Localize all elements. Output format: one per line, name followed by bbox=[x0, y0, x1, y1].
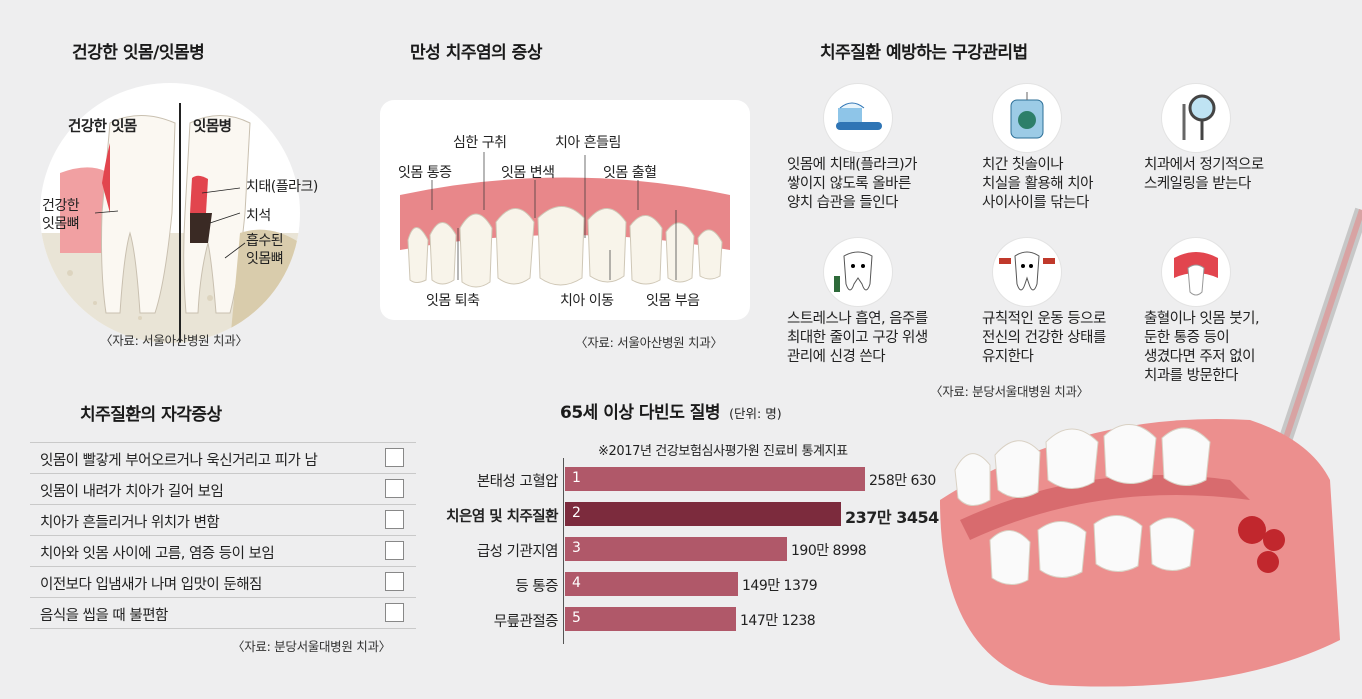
tip-floss-text: 치간 칫솔이나 치실을 활용해 치아 사이사이를 닦는다 bbox=[982, 157, 1093, 211]
calculus-label: 치석 bbox=[246, 208, 271, 224]
bar-category-label: 치은염 및 치주질환 bbox=[446, 509, 558, 525]
bar-category-label: 급성 기관지염 bbox=[476, 544, 559, 560]
symptom-checkbox[interactable] bbox=[385, 572, 404, 591]
gum-recession-label: 잇몸 퇴축 bbox=[426, 293, 480, 309]
absorbed-bone-label: 흡수된 잇몸뼈 bbox=[246, 233, 284, 267]
gum-discoloration-label: 잇몸 변색 bbox=[501, 165, 555, 181]
symptom-checkbox[interactable] bbox=[385, 479, 404, 498]
prevention-title: 치주질환 예방하는 구강관리법 bbox=[820, 43, 1028, 63]
symptom-text: 음식을 씹을 때 불편함 bbox=[40, 608, 168, 624]
source-note-4: 〈자료: 분당서울대병원 치과〉 bbox=[232, 639, 391, 654]
symptom-text: 치아가 흔들리거나 위치가 변함 bbox=[40, 515, 220, 531]
symptom-checkbox[interactable] bbox=[385, 448, 404, 467]
gum-diagram bbox=[40, 83, 300, 343]
symptom-text: 치아와 잇몸 사이에 고름, 염증 등이 보임 bbox=[40, 546, 275, 562]
toothbrush-icon bbox=[824, 84, 892, 152]
symptom-text: 이전보다 입냄새가 나며 입맛이 둔해짐 bbox=[40, 577, 262, 593]
list-item: 치아가 흔들리거나 위치가 변함 bbox=[30, 505, 416, 536]
source-note-3: 〈자료: 분당서울대병원 치과〉 bbox=[930, 384, 1089, 399]
tip-brushing-text: 잇몸에 치태(플라크)가 쌓이지 않도록 올바른 양치 습관을 들인다 bbox=[787, 157, 917, 211]
dental-floss-icon bbox=[993, 84, 1061, 152]
tip-scaling-text: 치과에서 정기적으로 스케일링을 받는다 bbox=[1144, 157, 1264, 192]
chart-header: 65세 이상 다빈도 질병 (단위: 명) bbox=[560, 398, 782, 423]
gum-pain-label: 잇몸 통증 bbox=[398, 165, 452, 181]
bar-value-label: 149만 1379 bbox=[742, 578, 818, 594]
healthy-gum-label: 건강한 잇몸 bbox=[68, 119, 137, 135]
chart-title: 65세 이상 다빈도 질병 bbox=[560, 403, 721, 423]
bar-value-label: 237만 3454 bbox=[845, 508, 939, 527]
self-check-title: 치주질환의 자각증상 bbox=[80, 405, 222, 425]
bar-category-label: 본태성 고혈압 bbox=[476, 474, 559, 490]
self-check-list-top bbox=[30, 442, 416, 443]
chart-unit: (단위: 명) bbox=[729, 406, 782, 421]
bar: 3 bbox=[565, 537, 787, 561]
symptom-checkbox[interactable] bbox=[385, 510, 404, 529]
bar-value-label: 190만 8998 bbox=[791, 543, 867, 559]
list-item: 치아와 잇몸 사이에 고름, 염증 등이 보임 bbox=[30, 536, 416, 567]
tip-lifestyle-text: 스트레스나 흡연, 음주를 최대한 줄이고 구강 위생 관리에 신경 쓴다 bbox=[787, 311, 928, 365]
source-note-2: 〈자료: 서울아산병원 치과〉 bbox=[575, 335, 723, 350]
symptom-text: 잇몸이 빨갛게 부어오르거나 욱신거리고 피가 남 bbox=[40, 453, 318, 469]
loose-teeth-label: 치아 흔들림 bbox=[555, 135, 621, 151]
bar-value-label: 147만 1238 bbox=[740, 613, 816, 629]
tip-visit-dentist-text: 출혈이나 잇몸 붓기, 둔한 통증 등이 생겼다면 주저 없이 치과를 방문한다 bbox=[1144, 311, 1260, 384]
teeth-illustration-panel bbox=[380, 100, 750, 320]
plaque-label: 치태(플라크) bbox=[246, 179, 318, 195]
bleeding-gum-icon bbox=[1162, 238, 1230, 306]
bar-rank-label: 1 bbox=[572, 470, 581, 486]
mouth-illustration bbox=[930, 180, 1362, 695]
healthy-vs-disease-title: 건강한 잇몸/잇몸병 bbox=[72, 43, 205, 63]
gum-injection-illustration bbox=[940, 207, 1362, 687]
symptom-checkbox[interactable] bbox=[385, 603, 404, 622]
symptom-checkbox[interactable] bbox=[385, 541, 404, 560]
list-item: 이전보다 입냄새가 나며 입맛이 둔해짐 bbox=[30, 567, 416, 598]
bar-value-label: 258만 630 bbox=[869, 473, 936, 489]
upper-teeth-illustration bbox=[400, 152, 730, 288]
exercise-tooth-icon bbox=[993, 238, 1061, 306]
periodontitis-symptoms-title: 만성 치주염의 증상 bbox=[410, 43, 542, 63]
bar-rank-label: 5 bbox=[572, 610, 581, 626]
list-item: 잇몸이 빨갛게 부어오르거나 욱신거리고 피가 남 bbox=[30, 443, 416, 474]
chart-note: ※2017년 건강보험심사평가원 진료비 통계지표 bbox=[598, 444, 848, 459]
bar: 4 bbox=[565, 572, 738, 596]
bar-rank-label: 4 bbox=[572, 575, 581, 591]
gum-diagram-illustration bbox=[40, 103, 300, 343]
bar-rank-label: 2 bbox=[572, 505, 581, 521]
healthy-bone-label: 건강한 잇몸뼈 bbox=[42, 198, 80, 232]
symptom-text: 잇몸이 내려가 치아가 길어 보임 bbox=[40, 484, 224, 500]
bar-category-label: 무릎관절증 bbox=[493, 614, 559, 630]
tip-exercise-text: 규칙적인 운동 등으로 전신의 건강한 상태를 유지한다 bbox=[982, 311, 1106, 365]
bar: 5 bbox=[565, 607, 736, 631]
chart-axis bbox=[563, 458, 564, 644]
bad-breath-label: 심한 구취 bbox=[453, 135, 507, 151]
sad-tooth-icon bbox=[824, 238, 892, 306]
tooth-movement-label: 치아 이동 bbox=[560, 293, 614, 309]
bar-category-label: 등 통증 bbox=[515, 579, 558, 595]
dental-mirror-icon bbox=[1162, 84, 1230, 152]
gum-swelling-label: 잇몸 부음 bbox=[646, 293, 700, 309]
bar: 2 bbox=[565, 502, 841, 526]
list-item: 잇몸이 내려가 치아가 길어 보임 bbox=[30, 474, 416, 505]
gum-bleeding-label: 잇몸 출혈 bbox=[603, 165, 657, 181]
bar-rank-label: 3 bbox=[572, 540, 581, 556]
disease-gum-label: 잇몸병 bbox=[193, 119, 232, 135]
list-item: 음식을 씹을 때 불편함 bbox=[30, 598, 416, 629]
source-note-1: 〈자료: 서울아산병원 치과〉 bbox=[100, 333, 248, 348]
bar: 1 bbox=[565, 467, 865, 491]
